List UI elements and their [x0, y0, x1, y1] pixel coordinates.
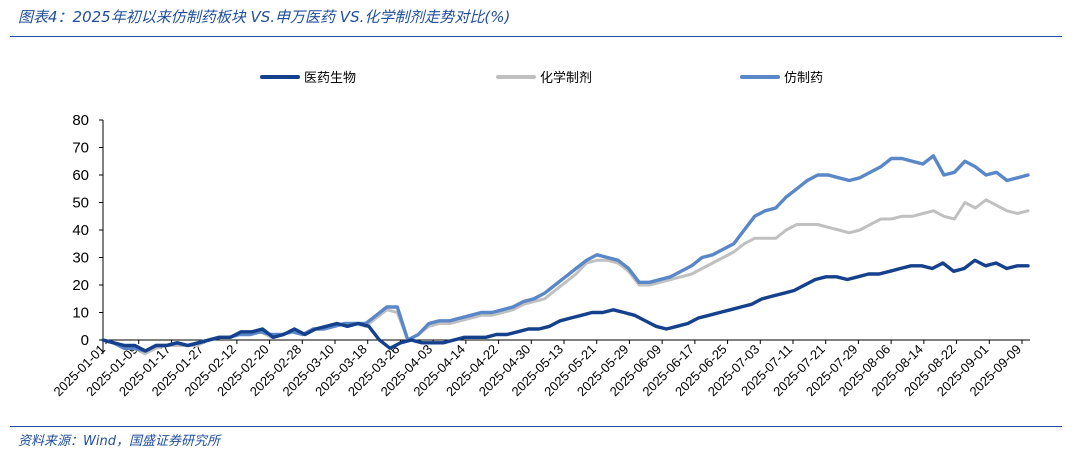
- y-tick-label: 0: [81, 332, 89, 349]
- figure-title: 图表4：2025年初以来仿制药板块 VS.申万医药 VS.化学制剂走势对比(%): [18, 8, 511, 26]
- title-divider: [10, 36, 1062, 37]
- line-chart: 010203040506070802025-01-012025-01-09202…: [50, 70, 1030, 399]
- y-tick-label: 10: [72, 305, 89, 322]
- y-tick-label: 20: [72, 277, 89, 294]
- chart-axes: 010203040506070802025-01-012025-01-09202…: [50, 112, 1030, 399]
- legend-label: 仿制药: [784, 71, 823, 86]
- y-tick-label: 30: [72, 250, 89, 267]
- source-divider: [10, 426, 1062, 427]
- chart-series-lines: [101, 154, 1030, 356]
- y-tick-label: 80: [72, 112, 89, 129]
- y-tick-label: 70: [72, 140, 89, 157]
- y-tick-label: 40: [72, 222, 89, 239]
- legend-label: 化学制剂: [540, 70, 592, 86]
- y-tick-label: 60: [72, 167, 89, 184]
- series-line-3: [101, 154, 1030, 353]
- source-note: 资料来源：Wind，国盛证券研究所: [18, 434, 220, 449]
- y-tick-label: 50: [72, 195, 89, 212]
- legend-label: 医药生物: [304, 71, 356, 86]
- series-line-1: [101, 258, 1030, 353]
- chart-legend: 医药生物 化学制剂 仿制药: [260, 70, 823, 86]
